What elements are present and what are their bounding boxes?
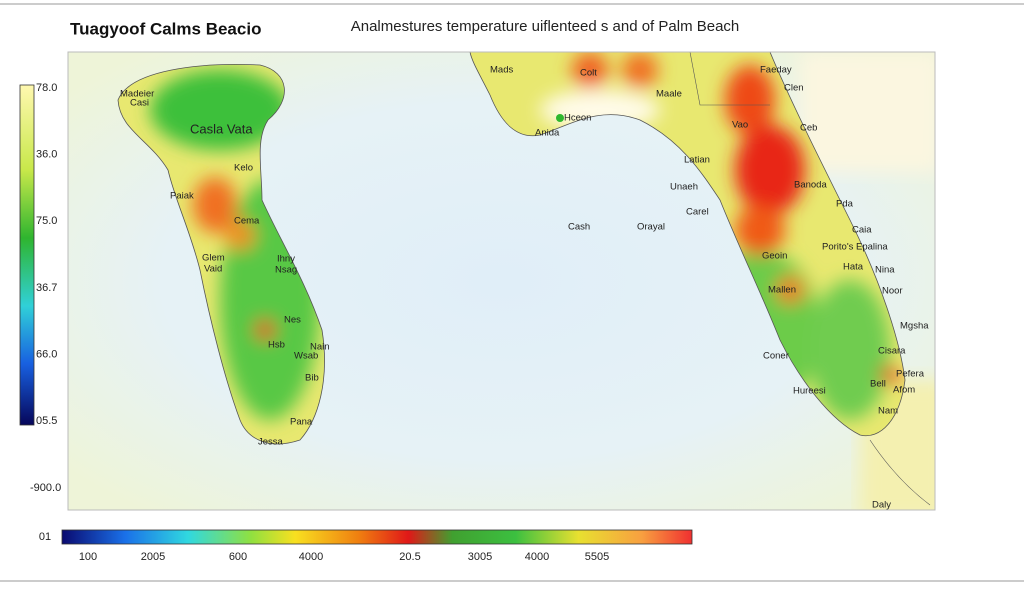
place-label: Ceb xyxy=(800,123,817,134)
place-label: Pefera xyxy=(896,369,925,380)
scale-label: 4000 xyxy=(299,551,323,563)
scale-label: 36.7 xyxy=(36,282,57,294)
place-label: Vaid xyxy=(204,264,222,275)
place-label: Mads xyxy=(490,65,513,76)
place-label: Banoda xyxy=(794,180,827,191)
scale-label: 5505 xyxy=(585,551,609,563)
scale-label: 01 xyxy=(39,531,51,543)
map-subtitle: Analmestures temperature uiflenteed s an… xyxy=(351,18,740,35)
place-label: Colt xyxy=(580,68,597,79)
place-label: Caia xyxy=(852,225,872,236)
place-label: Nes xyxy=(284,315,301,326)
place-label: Anida xyxy=(535,128,560,139)
place-label: Hureesi xyxy=(793,386,826,397)
color-scale-vertical xyxy=(19,84,35,426)
place-label: Clen xyxy=(784,83,804,94)
place-label: Jessa xyxy=(258,437,284,448)
place-label: Hata xyxy=(843,262,864,273)
place-label: Orayal xyxy=(637,222,665,233)
scale-labels: 100 2005 600 4000 20.5 3005 4000 5505 xyxy=(79,551,609,563)
place-label: Coner xyxy=(763,351,789,362)
place-label: Wsab xyxy=(294,351,318,362)
scale-label: 75.0 xyxy=(36,215,57,227)
place-label: Hceon xyxy=(564,113,591,124)
scale-label: -900.0 xyxy=(30,482,61,494)
place-label: Noor xyxy=(882,286,903,297)
place-label: Bell xyxy=(870,379,886,390)
place-label: Ihny xyxy=(277,254,295,265)
place-label: Latian xyxy=(684,155,710,166)
place-label: Nain xyxy=(310,342,330,353)
place-label: Vao xyxy=(732,120,748,131)
place-label: Cema xyxy=(234,216,260,227)
place-label: Madeier xyxy=(120,89,154,100)
place-label: Mgsha xyxy=(900,321,929,332)
scale-label: 20.5 xyxy=(399,551,420,563)
color-scale-horizontal xyxy=(61,529,693,545)
place-label: Porito's Epalina xyxy=(822,242,888,253)
place-label: Daly xyxy=(872,500,891,511)
place-label: Nina xyxy=(875,265,895,276)
place-label: Geoin xyxy=(762,251,787,262)
scale-label: 600 xyxy=(229,551,247,563)
place-label: Casi xyxy=(130,98,149,109)
place-label: Carel xyxy=(686,207,709,218)
place-labels: Madeier Casi Casla Vata Kelo Paiak Cema … xyxy=(120,65,929,511)
place-label: Glem xyxy=(202,253,225,264)
place-label: Mallen xyxy=(768,285,796,296)
location-marker xyxy=(556,114,564,122)
scale-label: 3005 xyxy=(468,551,492,563)
scale-label: 4000 xyxy=(525,551,549,563)
place-label: Cisara xyxy=(878,346,906,357)
scale-label: 78.0 xyxy=(36,82,57,94)
place-label: Bib xyxy=(305,373,319,384)
map-title: Tuagyoof Calms Beacio xyxy=(70,19,261,38)
place-label: Unaeh xyxy=(670,182,698,193)
place-label: Maale xyxy=(656,89,682,100)
place-label: Faeday xyxy=(760,65,792,76)
map: Madeier Casi Casla Vata Kelo Paiak Cema … xyxy=(68,52,935,511)
place-label: Nam xyxy=(878,406,898,417)
place-label: Pana xyxy=(290,417,313,428)
scale-label: 05.5 xyxy=(36,415,57,427)
map-frame xyxy=(67,51,936,511)
scale-labels: 78.0 36.0 75.0 36.7 66.0 05.5 -900.0 xyxy=(30,82,61,494)
scale-label: 36.0 xyxy=(36,149,57,161)
place-label: Pda xyxy=(836,199,854,210)
place-label: Casla Vata xyxy=(190,121,253,136)
scale-label: 100 xyxy=(79,551,97,563)
scale-label: 2005 xyxy=(141,551,165,563)
scale-label: 66.0 xyxy=(36,349,57,361)
place-label: Hsb xyxy=(268,340,285,351)
place-label: Nsag xyxy=(275,265,297,276)
place-label: Cash xyxy=(568,222,590,233)
place-label: Afom xyxy=(893,385,915,396)
place-label: Kelo xyxy=(234,163,253,174)
place-label: Paiak xyxy=(170,191,194,202)
